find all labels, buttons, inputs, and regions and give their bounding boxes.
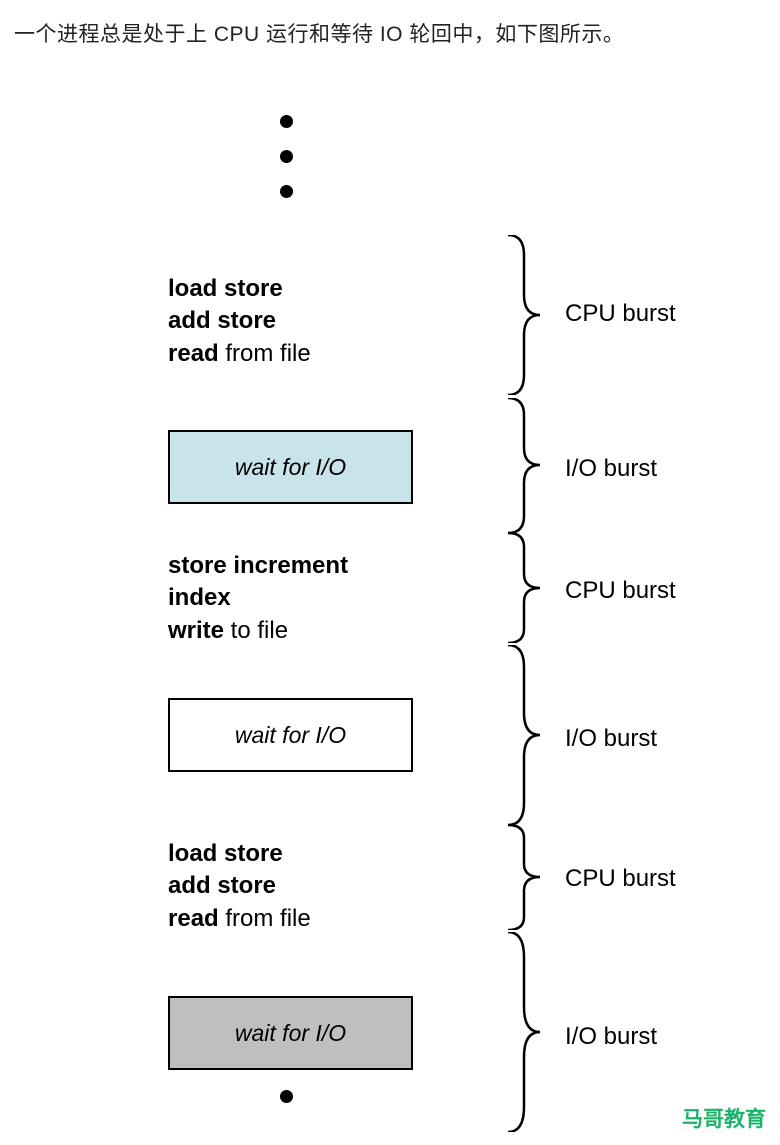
io-text: wait for I/O	[235, 722, 346, 749]
label-io-burst: I/O burst	[565, 1023, 657, 1051]
instr: add store	[168, 307, 276, 334]
instr-tail: to file	[224, 617, 288, 644]
instr: read	[168, 340, 219, 367]
brace-icon	[500, 645, 545, 825]
io-box-3: wait for I/O	[168, 996, 413, 1070]
dot-icon	[280, 1090, 293, 1103]
dot-icon	[280, 185, 293, 198]
instr-tail: from file	[219, 340, 311, 367]
io-box-2: wait for I/O	[168, 698, 413, 772]
cpu-block-2: store increment index write to file	[168, 550, 348, 647]
cpu-block-3: load store add store read from file	[168, 838, 311, 935]
label-cpu-burst: CPU burst	[565, 300, 676, 328]
instr: index	[168, 584, 231, 611]
caption-text: 一个进程总是处于上 CPU 运行和等待 IO 轮回中，如下图所示。	[14, 18, 624, 48]
dot-icon	[280, 150, 293, 163]
label-cpu-burst: CPU burst	[565, 577, 676, 605]
instr: read	[168, 905, 219, 932]
ellipsis-bottom	[280, 1090, 293, 1103]
brace-icon	[500, 235, 545, 395]
brace-icon	[500, 825, 545, 930]
io-text: wait for I/O	[235, 454, 346, 481]
io-box-1: wait for I/O	[168, 430, 413, 504]
instr-tail: from file	[219, 905, 311, 932]
label-io-burst: I/O burst	[565, 455, 657, 483]
instr: load store	[168, 275, 283, 302]
instr: store increment	[168, 552, 348, 579]
io-text: wait for I/O	[235, 1020, 346, 1047]
brace-icon	[500, 398, 545, 533]
watermark: 马哥教育	[682, 1103, 766, 1133]
brace-icon	[500, 533, 545, 643]
ellipsis-top	[280, 115, 293, 198]
dot-icon	[280, 115, 293, 128]
instr: write	[168, 617, 224, 644]
cpu-block-1: load store add store read from file	[168, 273, 311, 370]
instr: add store	[168, 872, 276, 899]
label-io-burst: I/O burst	[565, 725, 657, 753]
instr: load store	[168, 840, 283, 867]
label-cpu-burst: CPU burst	[565, 865, 676, 893]
brace-icon	[500, 932, 545, 1132]
